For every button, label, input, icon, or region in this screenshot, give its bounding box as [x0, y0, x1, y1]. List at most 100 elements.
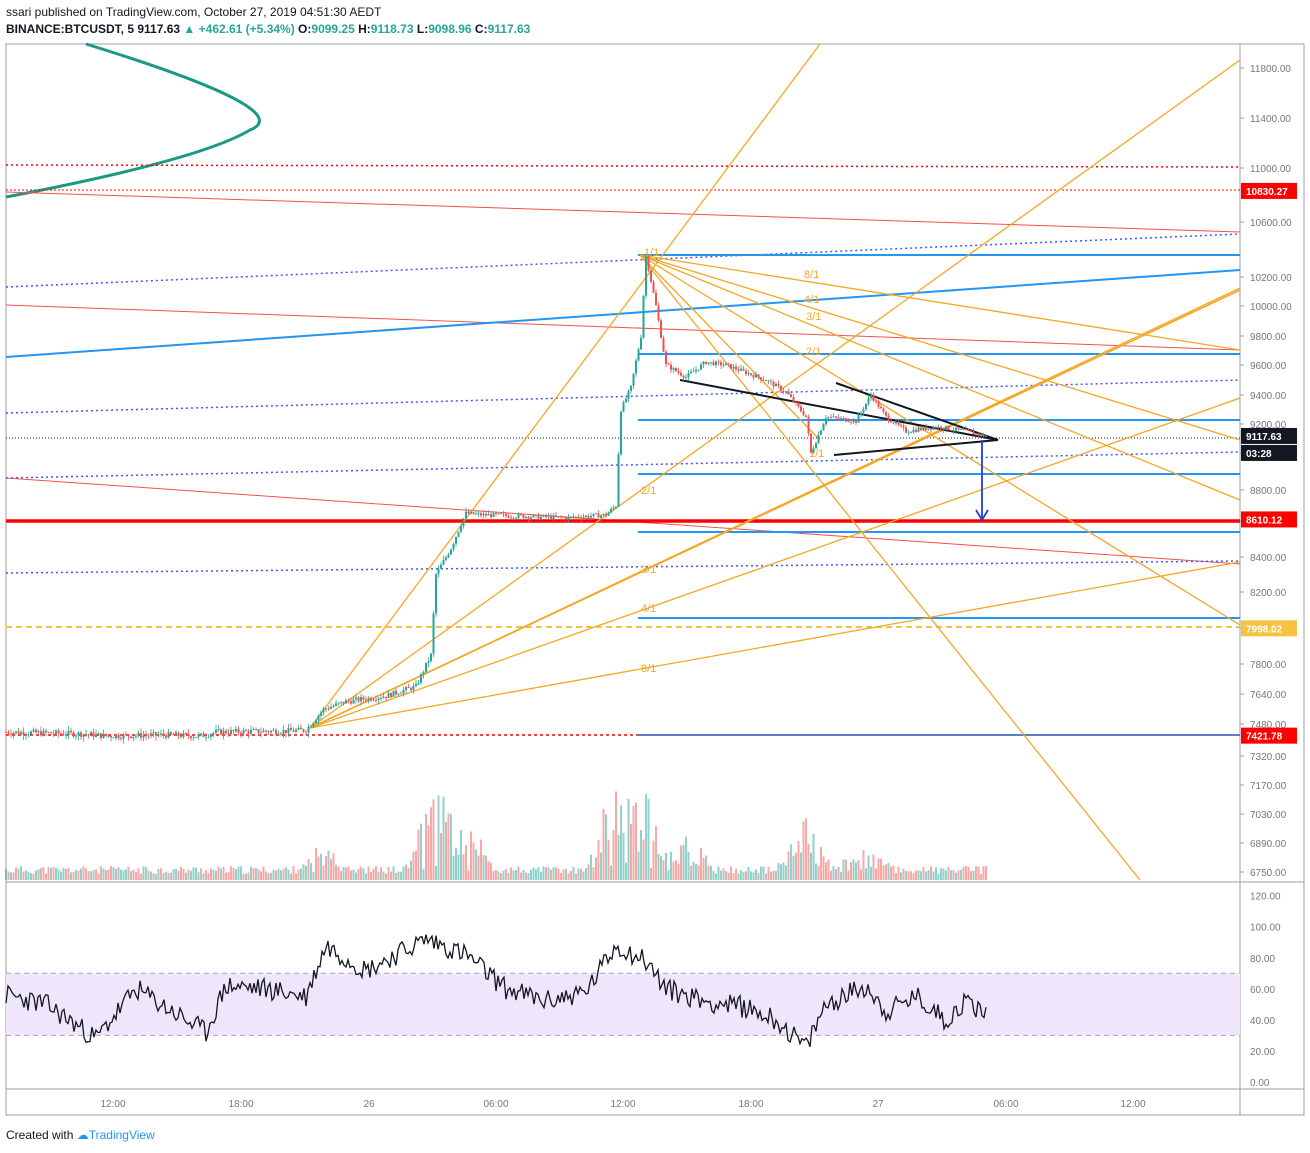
- volume-bar: [267, 873, 270, 880]
- candle-body: [580, 517, 582, 519]
- price-tick-label: 7800.00: [1250, 660, 1287, 671]
- candle-body: [527, 516, 530, 519]
- candle-body: [917, 428, 920, 432]
- volume-bar: [675, 860, 677, 880]
- candle-body: [32, 729, 35, 732]
- volume-bar: [70, 872, 72, 880]
- volume-bar: [445, 821, 447, 880]
- volume-bar: [842, 859, 845, 880]
- volume-bar: [242, 873, 245, 880]
- volume-bar: [725, 871, 727, 880]
- volume-bar: [542, 866, 545, 880]
- tradingview-brand[interactable]: TradingView: [88, 1128, 155, 1142]
- candle-body: [890, 420, 892, 423]
- volume-bar: [422, 868, 425, 880]
- volume-bar: [382, 871, 385, 880]
- volume-bar: [795, 852, 797, 880]
- volume-bar: [792, 855, 795, 880]
- candle-body: [435, 574, 437, 614]
- volume-bar: [377, 871, 380, 880]
- candle-body: [647, 256, 650, 271]
- volume-bar: [577, 868, 580, 880]
- volume-bar: [705, 855, 707, 880]
- candle-body: [262, 730, 265, 733]
- candle-body: [715, 361, 717, 366]
- candle-body: [115, 735, 117, 739]
- volume-bar: [472, 842, 475, 880]
- candle-body: [887, 415, 890, 421]
- candle-body: [132, 736, 135, 739]
- price-tick-label: 10000.00: [1250, 302, 1292, 313]
- candle-body: [40, 731, 42, 736]
- candle-body: [927, 428, 930, 430]
- candle-body: [87, 734, 90, 736]
- candle-body: [102, 733, 105, 739]
- candle-body: [870, 395, 872, 399]
- publisher-line: ssari published on TradingView.com, Octo…: [6, 5, 382, 19]
- volume-bar: [340, 871, 342, 880]
- volume-bar: [50, 867, 52, 880]
- candle-body: [315, 720, 317, 724]
- candle-body: [757, 374, 760, 378]
- volume-bar: [325, 856, 327, 880]
- candle-body: [640, 337, 642, 350]
- volume-bar: [677, 863, 680, 880]
- volume-bar: [702, 858, 705, 880]
- candle-body: [257, 729, 260, 733]
- candle-body: [710, 361, 712, 363]
- candle-body: [637, 349, 640, 361]
- volume-bar: [805, 818, 807, 880]
- time-tick-label: 18:00: [738, 1099, 763, 1110]
- candle-body: [885, 411, 887, 416]
- candle-body: [300, 727, 302, 730]
- volume-bar: [27, 871, 30, 880]
- candle-body: [162, 733, 165, 736]
- volume-bar: [442, 796, 445, 880]
- candle-body: [440, 564, 442, 569]
- volume-bar: [575, 873, 577, 880]
- volume-bar: [557, 868, 560, 880]
- volume-bar: [690, 865, 692, 880]
- volume-bar: [680, 845, 682, 880]
- gann-fan-high: [639, 254, 1241, 351]
- volume-bar: [287, 869, 290, 880]
- candle-body: [392, 690, 395, 698]
- candle-body: [852, 420, 855, 423]
- price-tick-label: 8400.00: [1250, 553, 1287, 564]
- gann-fan-low: [309, 397, 1241, 729]
- candle-body: [67, 730, 70, 735]
- volume-bar: [170, 872, 172, 880]
- candle-body: [872, 395, 875, 401]
- candle-body: [230, 730, 232, 734]
- volume-bar: [380, 867, 382, 880]
- candle-body: [155, 732, 157, 736]
- volume-bar: [245, 873, 247, 880]
- candle-body: [60, 733, 62, 735]
- time-tick-label: 12:00: [610, 1099, 635, 1110]
- volume-bar: [150, 871, 152, 880]
- candle-body: [965, 429, 967, 431]
- volume-bar: [852, 859, 855, 880]
- candle-body: [427, 661, 430, 663]
- candle-body: [340, 701, 342, 703]
- volume-bar: [885, 864, 887, 880]
- volume-bar: [322, 865, 325, 880]
- volume-bar: [65, 868, 67, 880]
- candle-body: [62, 733, 65, 736]
- volume-bar: [247, 872, 250, 880]
- candle-body: [225, 730, 227, 734]
- volume-bar: [492, 870, 495, 880]
- volume-bar: [132, 869, 135, 880]
- volume-bar: [210, 868, 212, 880]
- volume-bar: [840, 871, 842, 880]
- rsi-tick-label: 0.00: [1250, 1078, 1270, 1089]
- volume-bar: [255, 868, 257, 880]
- volume-bar: [157, 868, 160, 880]
- price-tick-label: 6750.00: [1250, 868, 1287, 879]
- volume-bar: [32, 873, 35, 880]
- volume-bar: [945, 870, 947, 880]
- candle-body: [587, 515, 590, 518]
- volume-bar: [307, 858, 310, 880]
- fan-label: 3/1: [641, 564, 656, 576]
